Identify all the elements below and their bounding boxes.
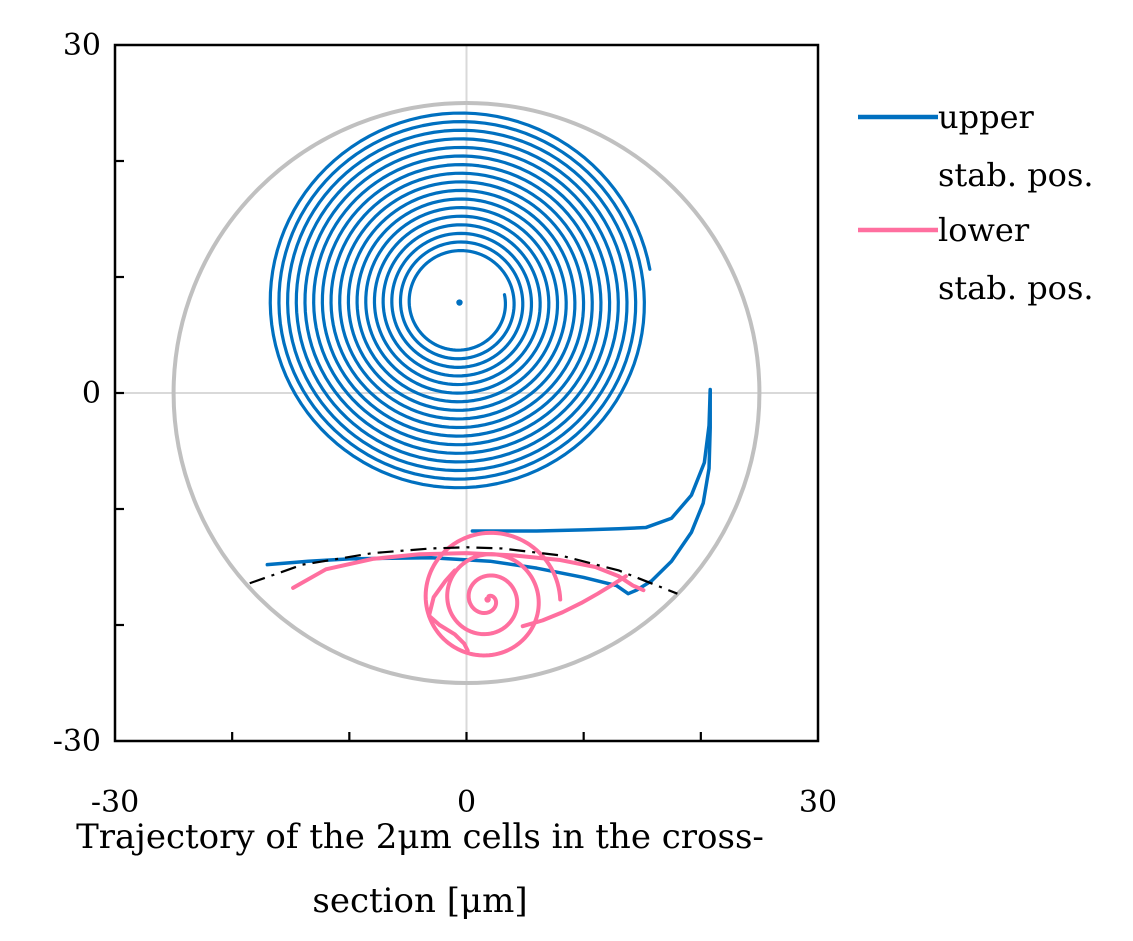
dashed-boundary-curve [249, 546, 678, 595]
legend-label-lower-line-1: lower [938, 211, 1030, 249]
plot-frame [113, 43, 820, 743]
tick-labels: 30 0 -30 -30 0 30 [53, 28, 837, 820]
series-upper-spiral [268, 111, 652, 490]
channel-wall [171, 101, 762, 685]
x-tick-label-1: -30 [91, 785, 139, 820]
y-tick-label-3: -30 [53, 724, 101, 759]
legend: upper stab. pos. lower stab. pos. [858, 98, 1094, 307]
legend-label-lower-line-2: stab. pos. [938, 269, 1094, 307]
series-lower-path-2 [520, 574, 628, 629]
channel-wall-circle [171, 101, 762, 685]
series-upper-center-point [456, 299, 463, 306]
y-tick-label-1: 30 [63, 28, 101, 63]
legend-label-upper-line-2: stab. pos. [938, 156, 1094, 194]
x-tick-label-3: 30 [799, 785, 837, 820]
series-upper-path-2 [470, 387, 712, 533]
series-lower-spiral [423, 530, 563, 658]
legend-label-upper-line-1: upper [938, 98, 1035, 136]
x-axis-label-line-1: Trajectory of the 2μm cells in the cross… [76, 817, 764, 857]
x-tick-label-2: 0 [457, 785, 476, 820]
dashed-boundary-layer [249, 546, 678, 595]
series-upper [265, 111, 712, 596]
y-tick-label-2: 0 [82, 376, 101, 411]
x-axis-label-line-2: section [μm] [312, 881, 527, 921]
series-lower-center-point [484, 596, 491, 603]
series-lower-path-3 [427, 568, 470, 653]
series-layer [265, 111, 712, 658]
series-lower [291, 530, 646, 658]
series-upper-path-1 [265, 388, 712, 596]
